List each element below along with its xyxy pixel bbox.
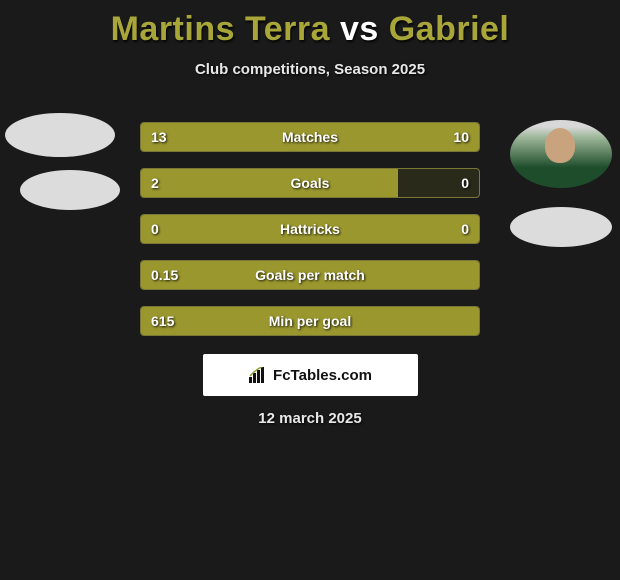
bar-fill-left (141, 123, 479, 151)
stat-value-left: 13 (151, 123, 167, 151)
stat-row: 13Matches10 (140, 122, 480, 152)
logo-text: FcTables.com (273, 367, 372, 384)
bar-fill-left (141, 215, 479, 243)
logo-fc: Fc (273, 367, 291, 384)
player1-flag (20, 170, 120, 210)
logo-tables: Tables (291, 367, 337, 384)
bar-fill-left (141, 169, 398, 197)
stat-value-left: 0 (151, 215, 159, 243)
stat-value-right: 10 (453, 123, 469, 151)
bar-chart-icon (249, 367, 267, 383)
stat-value-left: 2 (151, 169, 159, 197)
subtitle: Club competitions, Season 2025 (0, 61, 620, 78)
bar-fill-left (141, 307, 479, 335)
title-player2: Gabriel (389, 10, 510, 48)
stat-row: 0Hattricks0 (140, 214, 480, 244)
title-vs: vs (340, 10, 379, 48)
logo-box: FcTables.com (203, 354, 418, 396)
stat-row: 0.15Goals per match (140, 260, 480, 290)
stat-value-left: 0.15 (151, 261, 178, 289)
stat-row: 615Min per goal (140, 306, 480, 336)
bar-fill-left (141, 261, 479, 289)
stat-value-right: 0 (461, 169, 469, 197)
stats-bars: 13Matches10 2Goals0 0Hattricks0 0.15Goals p… (140, 122, 480, 352)
player1-badge (5, 113, 115, 157)
stat-value-left: 615 (151, 307, 174, 335)
player2-flag (510, 207, 612, 247)
title-player1: Martins Terra (111, 10, 330, 48)
player2-photo (510, 120, 612, 188)
page-title: Martins Terra vs Gabriel (0, 0, 620, 49)
date: 12 march 2025 (0, 410, 620, 427)
stat-row: 2Goals0 (140, 168, 480, 198)
stat-value-right: 0 (461, 215, 469, 243)
logo-ext: .com (337, 367, 372, 384)
